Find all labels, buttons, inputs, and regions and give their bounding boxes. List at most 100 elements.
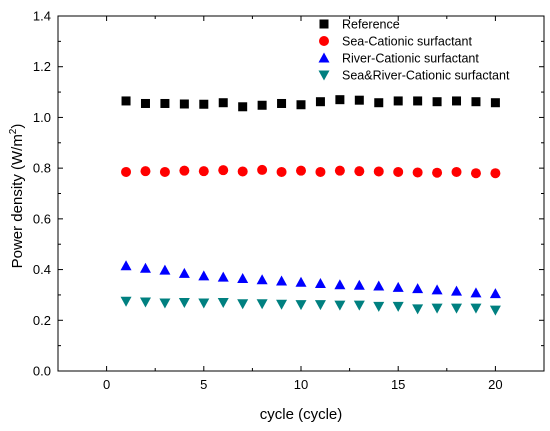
data-point xyxy=(412,283,424,294)
data-point xyxy=(179,165,190,176)
data-point xyxy=(237,299,249,310)
legend-marker xyxy=(319,19,329,29)
x-tick-label: 5 xyxy=(200,377,207,392)
series-2 xyxy=(121,164,501,179)
y-tick-label: 0.4 xyxy=(33,262,51,277)
data-point xyxy=(470,287,482,298)
legend-label: Sea&River-Cationic surfactant xyxy=(342,69,510,83)
x-tick-label: 15 xyxy=(391,377,405,392)
data-point xyxy=(198,166,209,177)
data-point xyxy=(451,285,463,296)
y-axis-label: Power density (W/m2) xyxy=(8,124,26,269)
data-point xyxy=(334,279,346,290)
data-point xyxy=(121,96,131,106)
data-point xyxy=(334,165,345,176)
data-point xyxy=(121,166,132,177)
data-point xyxy=(354,95,364,105)
data-point xyxy=(392,301,404,312)
data-point xyxy=(237,272,249,283)
data-point xyxy=(315,97,325,107)
data-point xyxy=(296,165,306,176)
y-tick-label: 0.6 xyxy=(33,211,51,226)
legend-label: Reference xyxy=(342,18,400,32)
legend-marker xyxy=(319,36,329,46)
x-tick-label: 10 xyxy=(294,377,308,392)
data-point xyxy=(489,288,501,299)
data-point xyxy=(198,298,210,309)
x-tick-label: 20 xyxy=(488,377,502,392)
y-tick-label: 1.4 xyxy=(33,9,51,24)
y-tick-label: 0.8 xyxy=(33,161,51,176)
legend: Reference Sea-Cationic surfactant River-Ca… xyxy=(318,18,510,83)
data-point xyxy=(159,264,171,275)
data-point xyxy=(159,166,170,177)
data-point xyxy=(413,96,423,106)
data-point xyxy=(160,98,170,108)
data-point xyxy=(392,281,404,292)
data-point xyxy=(256,299,268,310)
data-point xyxy=(295,300,307,311)
series-3 xyxy=(120,260,501,299)
y-axis-ticks: 0.0 0.2 0.4 0.6 0.8 1.0 1.2 1.4 xyxy=(33,9,544,379)
data-point xyxy=(412,304,424,315)
data-point xyxy=(179,99,189,109)
data-point xyxy=(140,166,151,177)
x-tick-label: 0 xyxy=(103,377,110,392)
data-point xyxy=(178,298,190,309)
y-tick-label: 1.0 xyxy=(33,110,51,125)
data-point xyxy=(139,297,151,308)
data-point xyxy=(237,166,248,177)
data-point xyxy=(412,167,423,178)
data-point xyxy=(315,166,326,177)
data-point xyxy=(217,298,229,309)
data-point xyxy=(277,98,287,108)
data-point xyxy=(218,165,229,176)
data-point xyxy=(139,262,151,273)
data-point xyxy=(431,303,443,314)
data-point xyxy=(276,299,288,310)
data-point xyxy=(490,98,500,108)
data-point xyxy=(159,298,171,309)
data-point xyxy=(199,99,209,109)
data-point xyxy=(296,100,306,110)
data-point xyxy=(335,95,345,105)
data-point xyxy=(393,96,403,106)
data-point xyxy=(373,301,385,312)
data-point xyxy=(353,279,365,290)
data-point xyxy=(256,274,268,285)
series-1 xyxy=(121,95,500,112)
data-point xyxy=(470,303,482,314)
series-4 xyxy=(120,296,501,316)
data-point xyxy=(490,168,501,179)
legend-marker xyxy=(318,52,330,63)
data-point xyxy=(120,260,132,271)
data-point xyxy=(217,271,229,282)
data-point xyxy=(451,166,462,177)
data-point xyxy=(431,284,443,295)
data-point xyxy=(257,164,268,175)
legend-label: River-Cationic surfactant xyxy=(342,52,479,66)
data-point xyxy=(295,276,307,287)
legend-marker xyxy=(318,70,330,81)
data-point xyxy=(276,275,288,286)
plot-frame xyxy=(57,15,545,372)
data-point xyxy=(314,278,326,289)
y-tick-label: 0.2 xyxy=(33,313,51,328)
data-point xyxy=(373,166,384,177)
data-point xyxy=(140,98,150,108)
data-point xyxy=(432,97,442,107)
data-point xyxy=(198,270,210,281)
data-point xyxy=(393,166,404,177)
data-point xyxy=(120,296,132,307)
data-point xyxy=(471,97,481,107)
data-point xyxy=(374,98,384,108)
data-point xyxy=(238,102,248,112)
data-point xyxy=(276,166,287,177)
data-point xyxy=(452,96,462,106)
data-point xyxy=(218,98,228,108)
y-tick-label: 0.0 xyxy=(33,364,51,379)
data-point xyxy=(451,303,463,314)
data-point xyxy=(489,305,501,316)
data-point xyxy=(353,300,365,311)
